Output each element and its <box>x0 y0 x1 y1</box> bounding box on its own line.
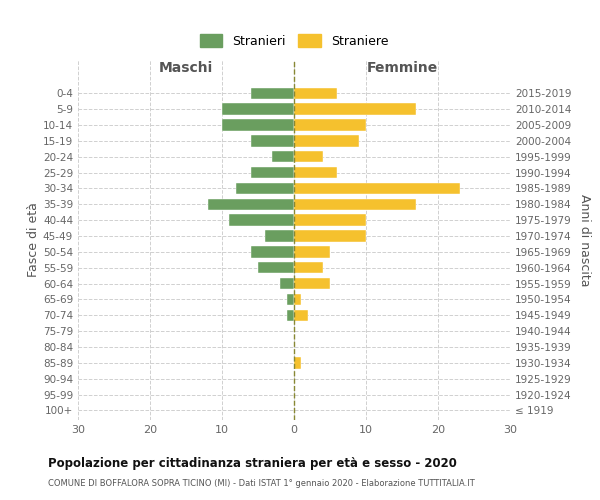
Bar <box>236 182 294 194</box>
Bar <box>222 120 294 130</box>
Bar <box>294 214 366 226</box>
Bar <box>294 120 366 130</box>
Bar <box>294 88 337 99</box>
Bar <box>287 294 294 305</box>
Text: Femmine: Femmine <box>367 61 437 75</box>
Bar <box>251 167 294 178</box>
Bar <box>251 246 294 258</box>
Bar <box>294 198 416 210</box>
Bar <box>294 151 323 162</box>
Bar <box>272 151 294 162</box>
Bar <box>294 246 330 258</box>
Text: Popolazione per cittadinanza straniera per età e sesso - 2020: Popolazione per cittadinanza straniera p… <box>48 458 457 470</box>
Y-axis label: Fasce di età: Fasce di età <box>27 202 40 278</box>
Bar <box>294 104 416 115</box>
Bar <box>265 230 294 241</box>
Bar <box>287 310 294 321</box>
Y-axis label: Anni di nascita: Anni di nascita <box>578 194 591 286</box>
Bar <box>251 88 294 99</box>
Text: Maschi: Maschi <box>159 61 213 75</box>
Bar <box>222 104 294 115</box>
Bar <box>294 182 460 194</box>
Bar <box>208 198 294 210</box>
Bar <box>251 135 294 146</box>
Bar <box>280 278 294 289</box>
Bar <box>294 278 330 289</box>
Bar <box>294 135 359 146</box>
Legend: Stranieri, Straniere: Stranieri, Straniere <box>196 30 392 52</box>
Bar <box>294 230 366 241</box>
Text: COMUNE DI BOFFALORA SOPRA TICINO (MI) - Dati ISTAT 1° gennaio 2020 - Elaborazion: COMUNE DI BOFFALORA SOPRA TICINO (MI) - … <box>48 479 475 488</box>
Bar <box>294 310 308 321</box>
Bar <box>294 294 301 305</box>
Bar <box>294 357 301 368</box>
Bar <box>294 262 323 274</box>
Bar <box>258 262 294 274</box>
Bar <box>294 167 337 178</box>
Bar <box>229 214 294 226</box>
